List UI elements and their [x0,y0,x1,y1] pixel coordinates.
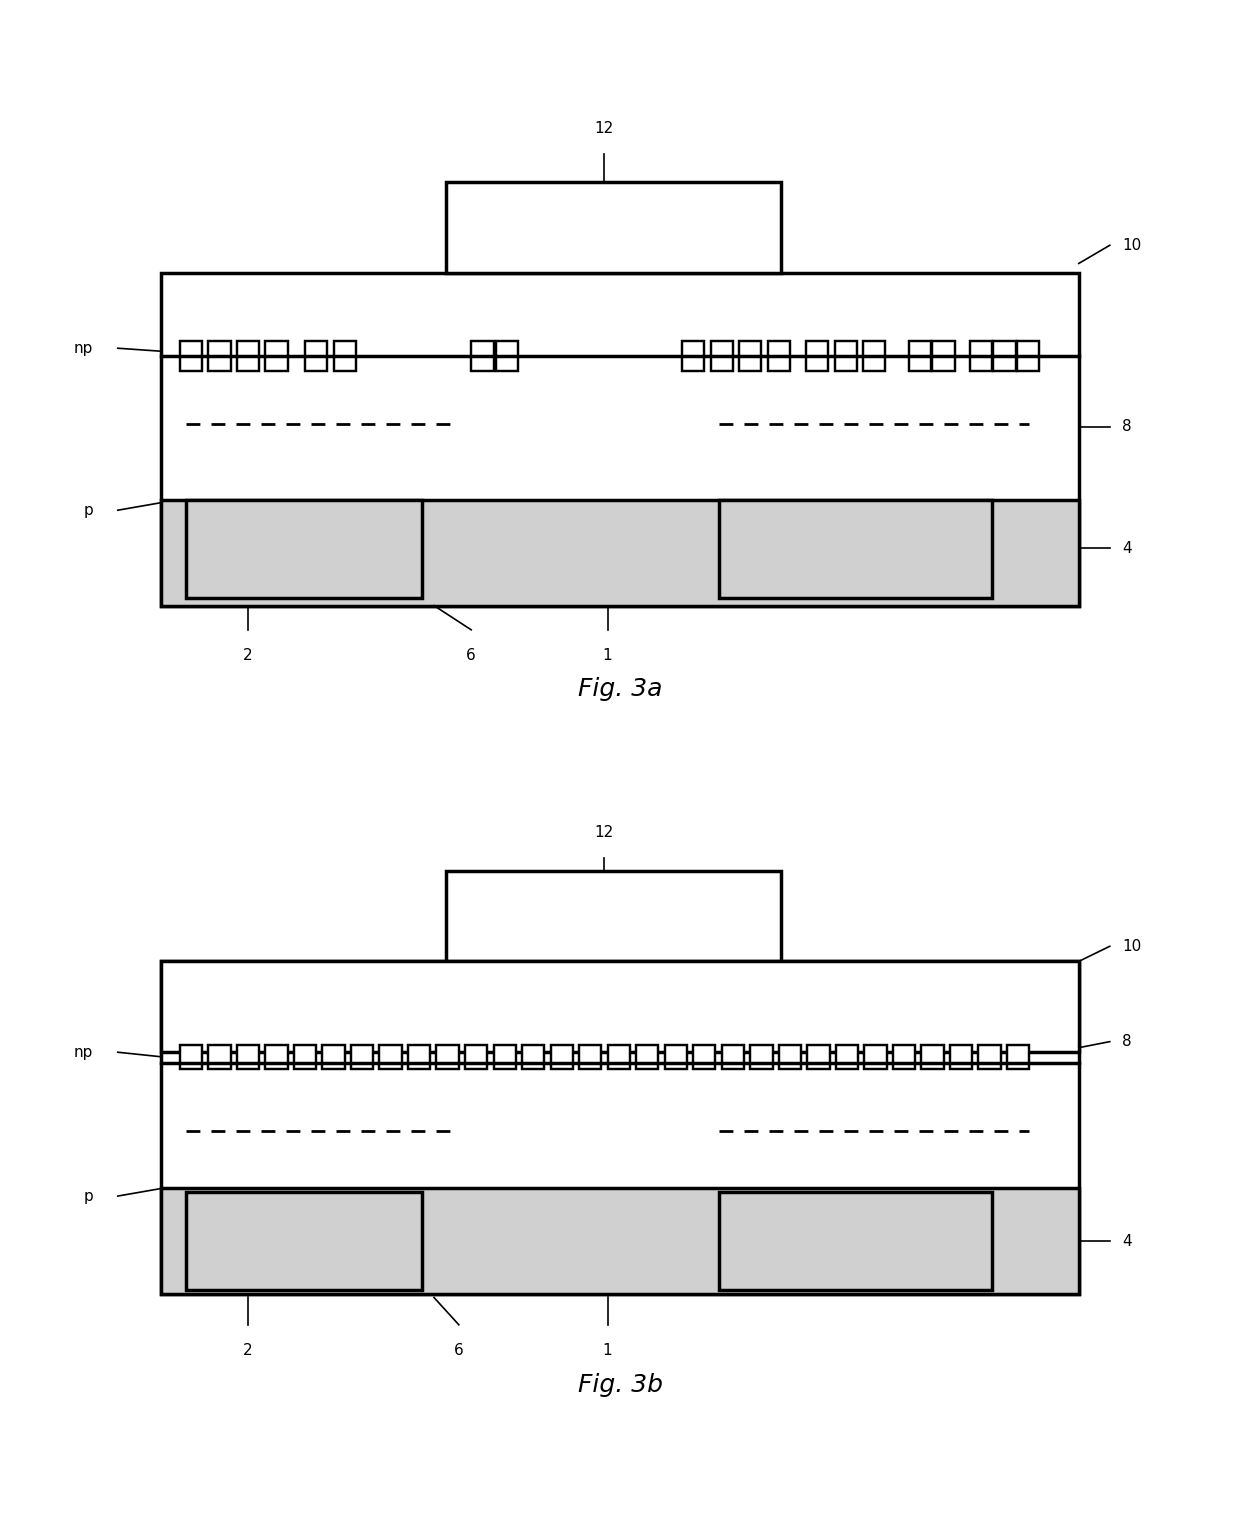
Text: 6: 6 [466,648,476,663]
Text: np: np [73,1045,93,1060]
Text: 2: 2 [243,1343,253,1358]
Text: Fig. 3b: Fig. 3b [578,1373,662,1397]
Text: p: p [83,503,93,518]
Text: 8: 8 [1122,419,1132,435]
Text: np: np [73,341,93,356]
Text: 6: 6 [454,1343,464,1358]
Text: 4: 4 [1122,1234,1132,1249]
Text: 1: 1 [603,648,613,663]
Text: 12: 12 [594,825,614,840]
Text: p: p [83,1188,93,1204]
Text: 4: 4 [1122,540,1132,556]
Text: 10: 10 [1122,939,1142,954]
Text: 10: 10 [1122,238,1142,253]
Text: 2: 2 [243,648,253,663]
Text: 1: 1 [603,1343,613,1358]
Text: Fig. 3a: Fig. 3a [578,677,662,701]
Text: 12: 12 [594,121,614,136]
Text: 8: 8 [1122,1034,1132,1049]
